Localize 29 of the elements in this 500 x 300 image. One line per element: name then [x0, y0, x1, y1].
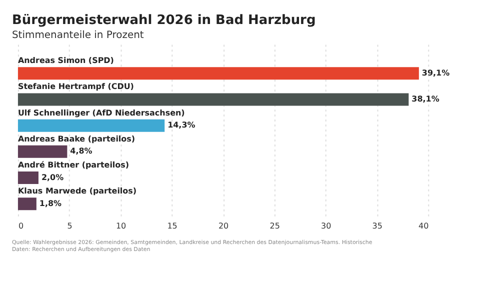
x-tick-label: 35 [372, 221, 382, 230]
chart-subtitle: Stimmenanteile in Prozent [12, 30, 144, 42]
bar [18, 198, 36, 210]
data-label: 2,0% [41, 172, 64, 182]
y-tick-label: André Bittner (parteilos) [18, 160, 130, 170]
data-label: 39,1% [422, 68, 450, 78]
x-tick-label: 10 [116, 221, 126, 230]
x-tick-label: 0 [18, 221, 24, 230]
x-tick-label: 40 [418, 221, 429, 230]
bar [18, 93, 409, 106]
x-tick-label: 5 [67, 221, 72, 230]
data-label: 1,8% [39, 198, 62, 208]
data-label: 14,3% [168, 120, 196, 130]
bar [18, 145, 68, 158]
data-label: 4,8% [70, 146, 92, 156]
data-label: 38,1% [412, 94, 440, 104]
x-tick-label: 30 [321, 221, 332, 230]
y-tick-label: Stefanie Hertrampf (CDU) [18, 82, 134, 92]
x-tick-label: 15 [167, 221, 178, 230]
bar [18, 67, 419, 80]
x-tick-label: 25 [270, 221, 280, 230]
chart-title: Bürgermeisterwahl 2026 in Bad Harzburg [12, 13, 316, 28]
y-tick-label: Ulf Schnellinger (AfD Niedersachsen) [18, 108, 185, 118]
bar [18, 172, 38, 184]
bar [18, 119, 165, 132]
y-tick-label: Klaus Marwede (parteilos) [18, 186, 137, 196]
y-tick-label: Andreas Baake (parteilos) [18, 134, 136, 144]
x-tick-label: 20 [218, 221, 229, 230]
y-tick-label: Andreas Simon (SPD) [18, 56, 114, 66]
